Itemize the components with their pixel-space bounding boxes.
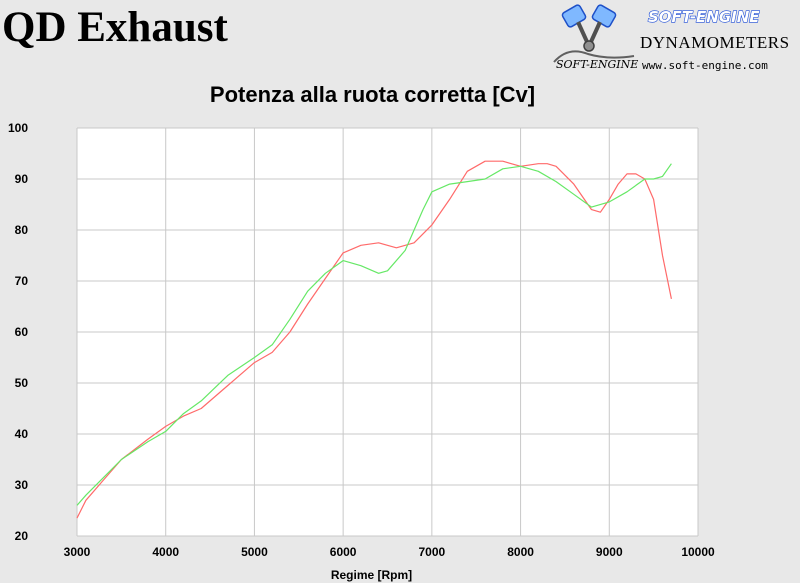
x-tick-label: 5000: [241, 545, 268, 559]
y-tick-label: 100: [8, 121, 28, 135]
logo-brand-text: SOFT-ENGINE: [648, 8, 760, 26]
x-tick-label: 10000: [681, 545, 715, 559]
y-tick-label: 70: [15, 274, 29, 288]
x-tick-label: 6000: [330, 545, 357, 559]
y-tick-label: 20: [15, 529, 29, 543]
y-tick-label: 80: [15, 223, 29, 237]
series-layer: [76, 160, 672, 519]
logo-subtitle: DYNAMOMETERS: [640, 33, 790, 52]
soft-engine-logo: SOFT-ENGINE DYNAMOMETERS SOFT-ENGINE www…: [553, 4, 790, 72]
logo-signature: SOFT-ENGINE: [556, 58, 638, 71]
y-tick-label: 30: [15, 478, 29, 492]
y-tick-label: 50: [15, 376, 29, 390]
y-tick-label: 40: [15, 427, 29, 441]
grid: [76, 127, 699, 537]
y-axis-ticks: 20 30 40 50 60 70 80 90 100: [8, 121, 28, 543]
y-tick-label: 60: [15, 325, 29, 339]
series-line-1: [76, 160, 672, 519]
x-tick-label: 3000: [64, 545, 91, 559]
x-tick-label: 8000: [507, 545, 534, 559]
page-title: QD Exhaust: [2, 4, 228, 51]
chart-title: Potenza alla ruota corretta [Cv]: [209, 82, 536, 107]
y-tick-label: 90: [15, 172, 29, 186]
twin-piston-icon: [553, 4, 635, 63]
logo-url: www.soft-engine.com: [642, 59, 768, 72]
x-tick-label: 9000: [596, 545, 623, 559]
x-tick-label: 7000: [419, 545, 446, 559]
x-tick-label: 4000: [152, 545, 179, 559]
x-axis-label: Regime [Rpm]: [331, 568, 412, 582]
series-line-2: [76, 163, 672, 506]
x-axis-ticks: 3000 4000 5000 6000 7000 8000 9000 10000: [64, 545, 715, 559]
